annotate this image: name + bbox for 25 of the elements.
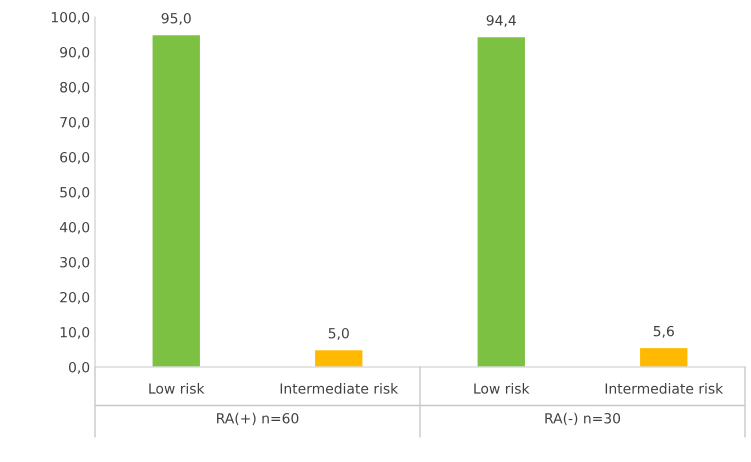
bar [314,348,364,367]
y-tick-label: 10,0 [60,326,90,339]
y-tick-label: 20,0 [60,292,90,304]
y-tick-label: 90,0 [60,46,90,59]
y-tick-label: 50,0 [60,186,90,199]
x-tick-label: Intermediate risk [280,383,398,394]
bar [476,36,526,367]
y-tick-label: 0,0 [68,362,90,374]
data-label: 94,4 [486,15,516,27]
bar [638,346,689,367]
x-tick-label: Low risk [149,383,205,394]
y-tick-label: 80,0 [60,82,90,94]
data-label: 5,6 [654,326,674,338]
y-tick-label: 40,0 [60,222,90,234]
data-label: 5,0 [328,328,349,340]
bar [151,34,202,367]
data-label: 95,0 [162,12,191,25]
x-tick-label: Intermediate risk [606,383,724,394]
y-tick-label: 30,0 [60,256,90,269]
y-tick-label: 100,0 [52,12,90,24]
text: RA(+) n=60 [217,412,298,426]
x-tick-label: Low risk [474,383,530,394]
text: RA(-) n=30 [545,412,620,426]
y-tick-label: 60,0 [60,152,90,164]
y-tick-label: 70,0 [60,116,90,129]
